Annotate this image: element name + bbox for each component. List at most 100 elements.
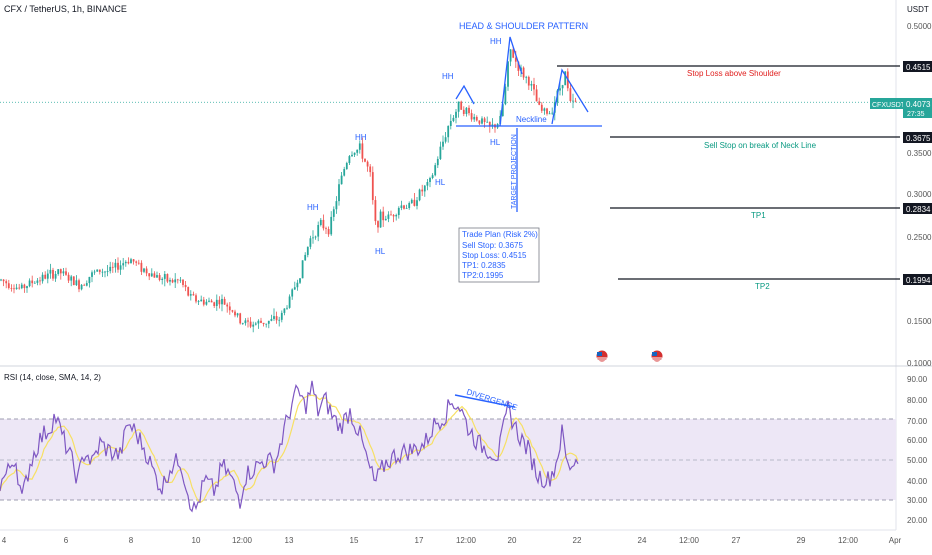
candle-body[interactable] — [410, 199, 413, 204]
candle-body[interactable] — [140, 262, 143, 272]
candle-body[interactable] — [442, 141, 444, 147]
candle-body[interactable] — [543, 108, 546, 111]
candle-body[interactable] — [426, 182, 429, 186]
candle-body[interactable] — [145, 268, 148, 274]
candle-body[interactable] — [527, 76, 530, 86]
candle-body[interactable] — [387, 214, 390, 219]
candle-body[interactable] — [379, 211, 382, 228]
candle-body[interactable] — [366, 161, 369, 167]
candle-body[interactable] — [345, 163, 348, 170]
candle-body[interactable] — [20, 284, 23, 289]
candle-body[interactable] — [52, 269, 54, 279]
candle-body[interactable] — [161, 278, 164, 280]
candle-body[interactable] — [137, 262, 140, 264]
candle-body[interactable] — [176, 279, 179, 281]
candle-body[interactable] — [13, 288, 15, 290]
candle-body[interactable] — [98, 269, 101, 272]
candle-body[interactable] — [148, 273, 151, 277]
candle-body[interactable] — [465, 107, 468, 114]
candle-body[interactable] — [390, 214, 392, 216]
candle-body[interactable] — [80, 284, 83, 290]
candle-body[interactable] — [182, 279, 184, 285]
candle-body[interactable] — [317, 224, 320, 237]
candle-body[interactable] — [569, 88, 572, 101]
candle-body[interactable] — [179, 279, 182, 281]
candle-body[interactable] — [265, 323, 268, 325]
candle-body[interactable] — [483, 118, 486, 123]
candle-body[interactable] — [156, 275, 158, 278]
candle-body[interactable] — [218, 299, 221, 305]
candle-body[interactable] — [452, 117, 455, 121]
candle-body[interactable] — [449, 120, 452, 126]
candle-body[interactable] — [119, 265, 122, 270]
candle-body[interactable] — [371, 172, 374, 201]
candle-body[interactable] — [504, 86, 507, 105]
candle-body[interactable] — [327, 229, 330, 235]
candle-body[interactable] — [192, 294, 195, 296]
candle-body[interactable] — [338, 184, 340, 202]
candle-body[interactable] — [356, 149, 359, 153]
candle-body[interactable] — [574, 100, 577, 102]
candle-body[interactable] — [111, 266, 114, 268]
candle-body[interactable] — [44, 274, 47, 279]
candle-body[interactable] — [234, 311, 236, 316]
candle-body[interactable] — [213, 302, 216, 306]
candle-body[interactable] — [304, 254, 307, 261]
candle-body[interactable] — [96, 269, 99, 272]
candle-body[interactable] — [475, 116, 478, 121]
candle-body[interactable] — [171, 279, 174, 283]
candle-body[interactable] — [470, 113, 473, 120]
candle-body[interactable] — [361, 143, 364, 159]
candle-body[interactable] — [15, 287, 18, 290]
candle-body[interactable] — [546, 108, 548, 114]
candle-body[interactable] — [434, 165, 437, 176]
candle-body[interactable] — [374, 200, 377, 222]
candle-body[interactable] — [67, 274, 70, 281]
candle-body[interactable] — [332, 209, 335, 217]
candle-body[interactable] — [270, 318, 273, 321]
candle-body[interactable] — [236, 313, 239, 316]
candle-body[interactable] — [124, 261, 127, 264]
candle-body[interactable] — [522, 67, 525, 78]
candle-body[interactable] — [439, 146, 442, 159]
candle-body[interactable] — [257, 320, 260, 324]
candle-body[interactable] — [18, 287, 21, 289]
candle-body[interactable] — [301, 260, 304, 279]
us-flag-icon[interactable] — [595, 349, 609, 363]
candle-body[interactable] — [150, 273, 153, 277]
head-line[interactable] — [499, 36, 523, 127]
candle-body[interactable] — [405, 207, 408, 209]
candle-body[interactable] — [322, 219, 325, 229]
time-axis[interactable]: 4 6 8 10 12:00 13 15 17 12:00 20 22 24 1… — [2, 536, 902, 545]
candle-body[interactable] — [247, 320, 249, 322]
candle-body[interactable] — [166, 274, 169, 282]
candle-body[interactable] — [418, 189, 421, 201]
candle-body[interactable] — [262, 322, 265, 325]
candle-body[interactable] — [72, 276, 75, 286]
candle-body[interactable] — [335, 201, 338, 210]
candle-body[interactable] — [369, 166, 372, 173]
candle-body[interactable] — [163, 274, 166, 279]
candle-body[interactable] — [75, 280, 78, 286]
candle-body[interactable] — [174, 279, 177, 283]
candle-body[interactable] — [254, 323, 257, 325]
candle-body[interactable] — [46, 273, 49, 279]
candle-body[interactable] — [421, 189, 424, 192]
candle-body[interactable] — [114, 262, 117, 268]
candle-body[interactable] — [210, 300, 213, 303]
candle-body[interactable] — [205, 301, 208, 305]
candle-body[interactable] — [291, 289, 294, 297]
candle-body[interactable] — [548, 113, 551, 115]
candle-body[interactable] — [249, 321, 252, 327]
candle-body[interactable] — [78, 280, 80, 290]
candle-body[interactable] — [348, 156, 351, 164]
candle-body[interactable] — [187, 287, 190, 296]
trade-plan-box[interactable] — [458, 227, 540, 283]
candle-body[interactable] — [460, 101, 463, 110]
candle-body[interactable] — [208, 300, 210, 302]
candle-body[interactable] — [195, 295, 197, 302]
candle-body[interactable] — [83, 284, 86, 286]
candle-body[interactable] — [202, 299, 205, 305]
candle-body[interactable] — [23, 284, 26, 289]
